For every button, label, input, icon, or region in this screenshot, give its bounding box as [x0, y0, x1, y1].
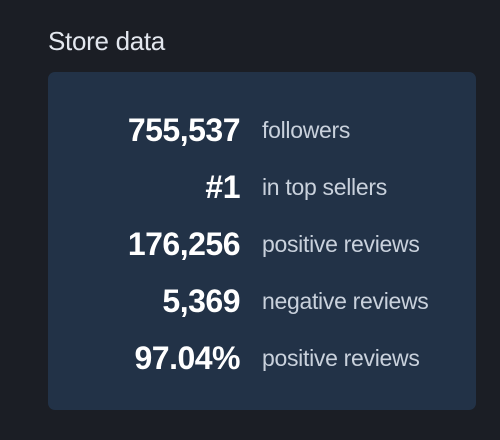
- stat-label: negative reviews: [262, 288, 429, 314]
- stat-row: 176,256 positive reviews: [48, 216, 476, 273]
- stat-label: followers: [262, 117, 351, 143]
- stat-row: 5,369 negative reviews: [48, 273, 476, 330]
- stat-label: positive reviews: [262, 231, 420, 257]
- stat-row: 755,537 followers: [48, 102, 476, 159]
- stat-row: 97.04% positive reviews: [48, 330, 476, 387]
- stat-value: 755,537: [127, 112, 241, 148]
- stat-value: 176,256: [127, 226, 241, 262]
- stat-value: 5,369: [162, 283, 240, 319]
- stat-value: #1: [205, 169, 240, 205]
- stat-value: 97.04%: [134, 340, 240, 376]
- stat-row: #1 in top sellers: [48, 159, 476, 216]
- stat-label: positive reviews: [262, 345, 420, 371]
- stat-label: in top sellers: [262, 174, 387, 200]
- stats-card: 755,537 followers #1 in top sellers 176,256 p…: [48, 72, 476, 410]
- section-title: Store data: [48, 26, 165, 56]
